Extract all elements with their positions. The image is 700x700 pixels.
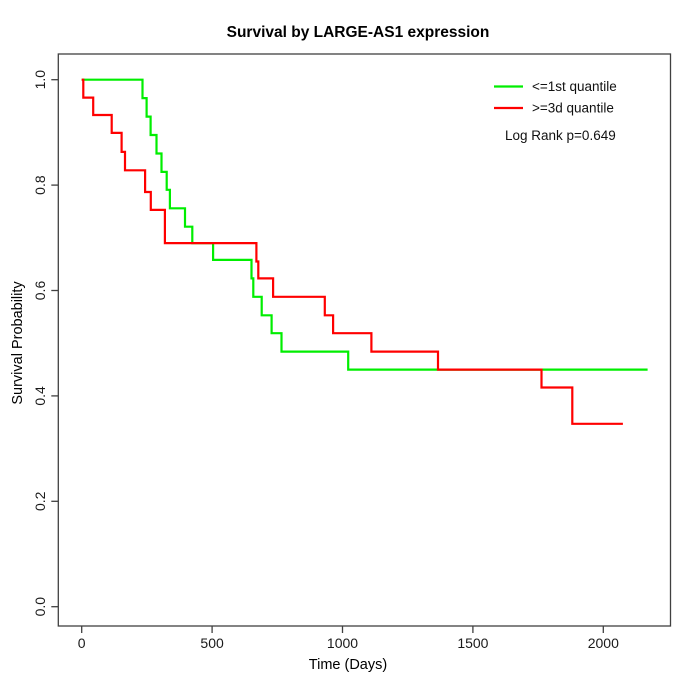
log-rank-annotation: Log Rank p=0.649 — [505, 128, 616, 143]
x-tick-label: 1000 — [327, 635, 358, 651]
x-tick-label: 2000 — [588, 635, 619, 651]
y-tick-label: 0.6 — [32, 281, 48, 301]
legend: <=1st quantile >=3d quantile Log Rank p=… — [494, 79, 617, 143]
y-tick-label: 0.8 — [32, 175, 48, 195]
y-tick-label: 1.0 — [32, 70, 48, 90]
chart-title: Survival by LARGE-AS1 expression — [227, 24, 490, 41]
legend-label-first-quantile: <=1st quantile — [532, 79, 617, 94]
legend-label-third-quantile: >=3d quantile — [532, 101, 614, 116]
survival-curve-green — [81, 78, 648, 371]
y-tick-label: 0.0 — [32, 597, 48, 617]
x-tick-label: 1500 — [457, 635, 488, 651]
y-tick-label: 0.4 — [32, 386, 48, 406]
axis-ticks-layer: 0 500 1000 1500 2000 0.0 0.2 0.4 0.6 0.8 1.0 — [32, 70, 619, 651]
y-axis-label: Survival Probability — [10, 281, 26, 405]
plot-box — [57, 53, 672, 627]
y-tick-label: 0.2 — [32, 491, 48, 511]
x-tick-label: 0 — [78, 635, 86, 651]
x-tick-label: 500 — [200, 635, 224, 651]
survival-curve-red — [81, 78, 623, 425]
x-axis-label: Time (Days) — [309, 657, 387, 673]
curves-layer — [81, 78, 648, 425]
